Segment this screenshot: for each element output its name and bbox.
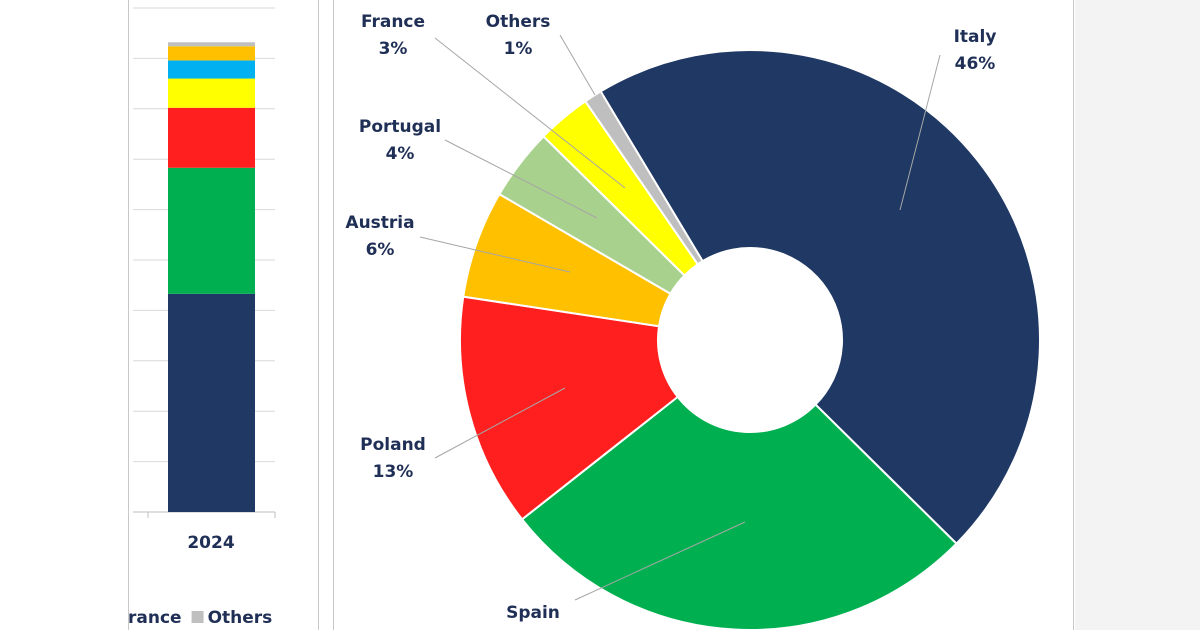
slice-value-label: 4% [386,144,415,164]
donut-chart: Italy 46% Spain Poland 13% Austria 6% Portugal 4… [345,12,1041,630]
slice-value-label: 13% [373,462,414,482]
legend-swatch [112,611,124,623]
slice-label: Spain [506,603,560,623]
slice-label: Portugal [359,117,441,137]
slice-value-label: 46% [955,54,996,74]
bar-segment [168,42,255,47]
slice-label: France [361,12,425,32]
slice-value-label: 1% [504,39,533,59]
leader-line [559,34,596,96]
slice-label: Others [486,12,551,32]
slice-label: Poland [360,435,426,455]
slice-label: Austria [345,213,414,233]
legend-label: Others [208,608,273,628]
slice-label: Italy [954,27,997,47]
bar-segment [168,293,255,512]
donut-slice [459,295,680,521]
leader-line [899,54,941,211]
leader-line [434,37,626,189]
bar-segment [168,167,255,294]
leader-line [419,236,571,273]
legend-label: rance [128,608,182,628]
legend-swatch [191,611,204,623]
background-right [1075,0,1200,630]
slice-value-label: 3% [379,39,408,59]
donut-slice [599,49,1041,546]
donut-slice [583,90,704,266]
leader-line [574,521,746,601]
bar-chart: 2024 rance Others [112,7,276,628]
leader-line [434,387,566,459]
bar-segment [168,78,255,108]
bar-segment [168,60,255,79]
bar-segment [168,107,255,168]
donut-slice [520,395,958,630]
slice-value-label: 6% [366,240,395,260]
leader-line [444,139,598,219]
bar-segment [168,46,255,61]
x-tick-label: 2024 [187,533,234,553]
